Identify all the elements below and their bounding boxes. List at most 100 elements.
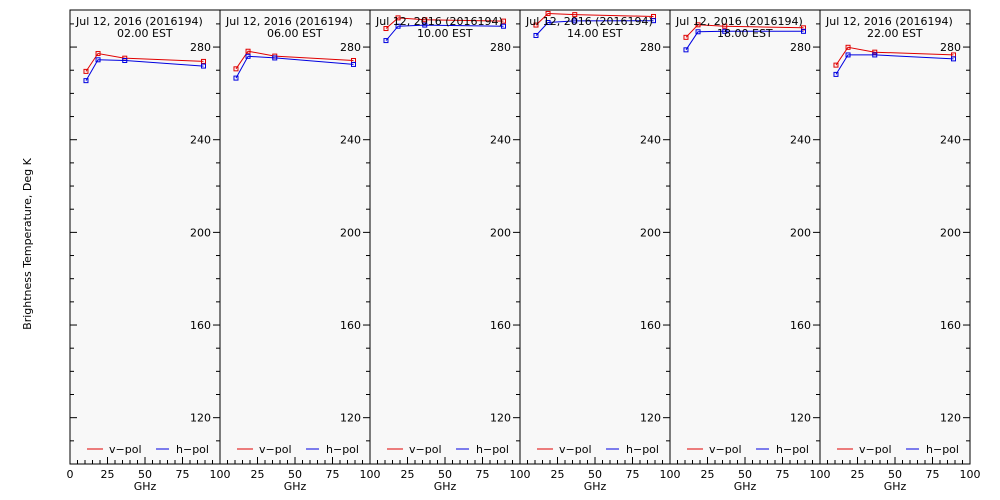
h-pol-point <box>383 38 389 44</box>
v-pol-line <box>835 46 954 66</box>
y-tick-label: 160 <box>790 319 811 332</box>
panel-title-time: 02.00 EST <box>117 27 173 40</box>
y-tick-label: 240 <box>490 134 511 147</box>
y-tick-label: 280 <box>790 41 811 54</box>
panel-title-date: Jul 12, 2016 (2016194) <box>825 15 953 28</box>
h-pol-point <box>651 18 656 24</box>
h-pol-line <box>835 54 954 75</box>
legend-v-label: v−pol <box>859 443 892 456</box>
legend-h-label: h−pol <box>176 443 209 456</box>
panel-frame <box>219 9 371 465</box>
y-tick-label: 160 <box>490 319 511 332</box>
y-tick-label: 120 <box>940 412 961 425</box>
x-tick-label: 25 <box>401 468 415 481</box>
v-pol-line <box>385 17 504 29</box>
panel-title-time: 06.00 EST <box>267 27 323 40</box>
x-tick-label: 25 <box>101 468 115 481</box>
x-axis-label: GHz <box>284 480 307 493</box>
panel-frame <box>519 9 671 465</box>
x-tick-label: 75 <box>776 468 790 481</box>
h-pol-point <box>545 20 551 26</box>
legend-v-label: v−pol <box>109 443 142 456</box>
legend-h-label: h−pol <box>776 443 809 456</box>
h-pol-point <box>501 23 506 29</box>
h-pol-line <box>385 24 504 41</box>
h-pol-point <box>395 23 401 29</box>
x-axis-label: GHz <box>584 480 607 493</box>
x-tick-label: 0 <box>67 468 74 481</box>
v-pol-point <box>233 66 239 72</box>
panel-5: 120 160 200 240 280 25 50 75 100 GHz Jul 12, 2016 … <box>669 9 831 493</box>
panel-title-date: Jul 12, 2016 (2016194) <box>225 15 353 28</box>
y-tick-label: 240 <box>640 134 661 147</box>
x-tick-label: 75 <box>926 468 940 481</box>
y-tick-label: 200 <box>490 226 511 239</box>
v-pol-point <box>95 51 101 57</box>
legend-v-label: v−pol <box>259 443 292 456</box>
x-tick-label: 75 <box>176 468 190 481</box>
y-tick-label: 120 <box>490 412 511 425</box>
x-tick-label: 50 <box>888 468 902 481</box>
h-pol-point <box>122 57 128 63</box>
y-tick-label: 200 <box>940 226 961 239</box>
y-tick-label: 120 <box>640 412 661 425</box>
x-tick-label: 75 <box>626 468 640 481</box>
h-pol-line <box>85 59 204 81</box>
x-axis-label: GHz <box>434 480 457 493</box>
h-pol-line <box>235 55 354 79</box>
h-pol-point <box>201 63 206 69</box>
v-pol-point <box>845 44 851 50</box>
y-tick-label: 240 <box>790 134 811 147</box>
x-tick-label: 50 <box>288 468 302 481</box>
v-pol-point <box>695 22 701 28</box>
y-tick-label: 240 <box>940 134 961 147</box>
h-pol-line <box>535 20 654 36</box>
panel-title-time: 14.00 EST <box>567 27 623 40</box>
h-pol-point <box>695 29 701 35</box>
legend-h-label: h−pol <box>626 443 659 456</box>
panel-title-time: 10.00 EST <box>417 27 473 40</box>
x-tick-label: 75 <box>326 468 340 481</box>
v-pol-point <box>872 49 878 55</box>
x-tick-label: 25 <box>701 468 715 481</box>
x-tick-label: 100 <box>660 468 681 481</box>
h-pol-point <box>833 71 839 77</box>
v-pol-line <box>85 52 204 72</box>
y-tick-label: 200 <box>190 226 211 239</box>
y-tick-label: 200 <box>340 226 361 239</box>
x-tick-label: 25 <box>251 468 265 481</box>
v-pol-point <box>422 17 428 23</box>
x-tick-label: 50 <box>438 468 452 481</box>
panel-frame <box>669 9 821 465</box>
v-pol-point <box>572 12 578 18</box>
legend-h-label: h−pol <box>476 443 509 456</box>
v-pol-line <box>235 50 354 70</box>
panel-title-date: Jul 12, 2016 (2016194) <box>525 15 653 28</box>
h-pol-point <box>872 52 878 58</box>
y-tick-label: 280 <box>490 41 511 54</box>
y-tick-label: 120 <box>790 412 811 425</box>
y-tick-label: 120 <box>340 412 361 425</box>
v-pol-point <box>722 23 728 29</box>
legend-v-label: v−pol <box>709 443 742 456</box>
v-pol-point <box>833 62 839 68</box>
panel-frame <box>369 9 521 465</box>
panel-3: 120 160 200 240 280 25 50 75 100 GHz Jul 12, 2016 … <box>369 9 531 493</box>
y-tick-label: 160 <box>940 319 961 332</box>
x-tick-label: 25 <box>551 468 565 481</box>
v-pol-line <box>685 24 804 38</box>
x-tick-label: 75 <box>476 468 490 481</box>
v-pol-point <box>201 58 206 64</box>
legend-h-label: h−pol <box>926 443 959 456</box>
x-tick-label: 50 <box>588 468 602 481</box>
y-tick-label: 280 <box>640 41 661 54</box>
x-tick-label: 50 <box>138 468 152 481</box>
panel-title-time: 22.00 EST <box>867 27 923 40</box>
h-pol-point <box>245 53 251 59</box>
panel-2: 120 160 200 240 280 25 50 75 100 GHz Jul 12, 2016 … <box>219 9 381 493</box>
v-pol-point <box>683 34 689 40</box>
y-tick-label: 200 <box>640 226 661 239</box>
x-tick-label: 50 <box>738 468 752 481</box>
h-pol-point <box>83 78 89 84</box>
